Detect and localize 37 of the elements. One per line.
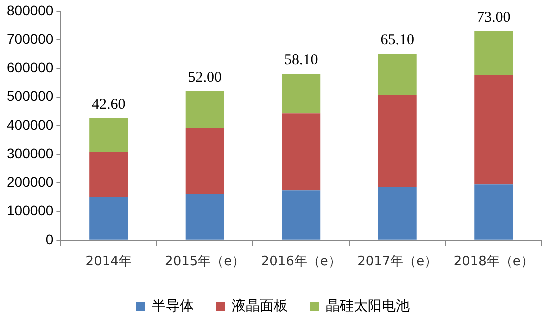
- y-tick-label: 100000: [7, 202, 54, 219]
- legend-label: 晶硅太阳电池: [326, 298, 410, 315]
- legend-label: 液晶面板: [232, 298, 288, 315]
- bar: [378, 187, 417, 240]
- x-tick-label: 2015年（e）: [165, 254, 246, 270]
- annotation: 58.10: [284, 52, 318, 69]
- y-tick-label: 500000: [7, 88, 54, 104]
- annotation: 52.00: [188, 70, 222, 86]
- bar: [378, 95, 417, 188]
- bar: [474, 75, 514, 185]
- y-tick-label: 700000: [7, 30, 54, 47]
- bar: [186, 128, 224, 194]
- bar: [282, 190, 321, 240]
- bar: [378, 54, 417, 96]
- bar: [474, 184, 514, 240]
- y-tick-label: 800000: [7, 2, 54, 18]
- x-tick-label: 2016年（e）: [261, 254, 342, 270]
- bar: [186, 194, 224, 240]
- x-tick-label: 2017年（e）: [358, 254, 438, 270]
- bar: [282, 74, 321, 114]
- x-tick-label: 2014年: [86, 254, 132, 270]
- y-tick-label: 0: [46, 231, 54, 248]
- bar: [90, 197, 128, 240]
- bar: [90, 118, 128, 152]
- annotation: 42.60: [92, 96, 126, 113]
- legend-label: 半导体: [152, 298, 194, 315]
- y-tick-label: 200000: [7, 174, 54, 190]
- bar: [282, 114, 321, 191]
- y-tick-label: 600000: [7, 60, 54, 76]
- y-tick-label: 300000: [7, 145, 54, 162]
- y-tick-label: 400000: [7, 116, 54, 133]
- annotation: 73.00: [476, 10, 511, 26]
- x-tick-label: 2018年（e）: [454, 254, 534, 270]
- bar: [474, 31, 514, 76]
- annotation: 65.10: [380, 32, 414, 48]
- bar: [90, 152, 128, 198]
- bar: [186, 92, 224, 128]
